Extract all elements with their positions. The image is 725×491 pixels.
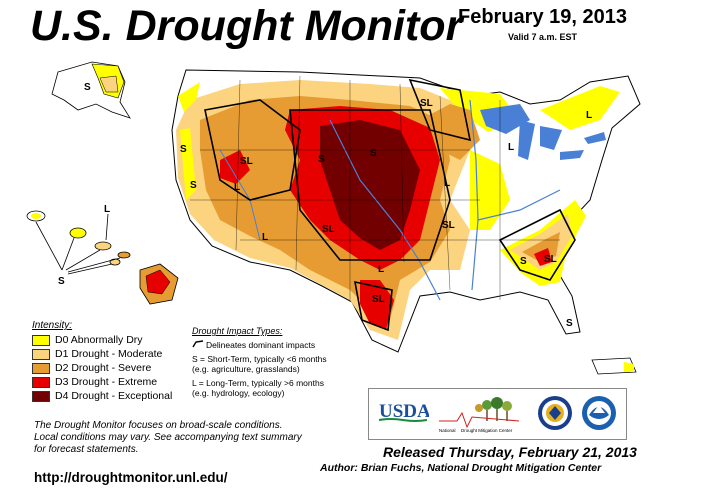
map-label-sl: SL bbox=[544, 254, 557, 265]
note-line-1: The Drought Monitor focuses on broad-sca… bbox=[34, 420, 283, 431]
map-label-s: S bbox=[520, 256, 527, 267]
impact-long-term-1: L = Long-Term, typically >6 months bbox=[192, 378, 324, 388]
legend-label: D2 Drought - Severe bbox=[55, 362, 152, 374]
impact-short-term-2: (e.g. agriculture, grasslands) bbox=[192, 364, 300, 374]
note-line-2: Local conditions may vary. See accompany… bbox=[34, 432, 302, 443]
legend-swatch bbox=[32, 362, 50, 374]
legend-item: D2 Drought - Severe bbox=[32, 361, 192, 375]
map-label-l: L bbox=[104, 204, 110, 215]
impact-short-term-1: S = Short-Term, typically <6 months bbox=[192, 354, 327, 364]
impact-delineates: Delineates dominant impacts bbox=[206, 340, 316, 350]
map-label-s: S bbox=[180, 144, 187, 155]
map-label-s: S bbox=[566, 318, 573, 329]
legend-label: D3 Drought - Extreme bbox=[55, 376, 158, 388]
legend-swatch bbox=[32, 376, 50, 388]
map-label-s: S bbox=[84, 82, 91, 93]
map-label-s: S bbox=[370, 148, 377, 159]
legend-item: D3 Drought - Extreme bbox=[32, 375, 192, 389]
usda-logo: USDA bbox=[378, 399, 431, 423]
legend-label: D0 Abnormally Dry bbox=[55, 334, 143, 346]
ndmc-text-2: Drought Mitigation Center bbox=[461, 428, 513, 433]
noaa-seal-icon bbox=[581, 395, 617, 431]
legend-label: D4 Drought - Exceptional bbox=[55, 390, 173, 402]
map-label-l: L bbox=[508, 142, 514, 153]
impact-title: Drought Impact Types: bbox=[192, 326, 283, 336]
ndmc-text-1: National bbox=[439, 428, 456, 433]
map-date: February 19, 2013 bbox=[458, 6, 627, 28]
legend-swatch bbox=[32, 390, 50, 402]
usda-logo-text: USDA bbox=[379, 401, 429, 422]
map-label-l: L bbox=[262, 232, 268, 243]
website-link[interactable]: http://droughtmonitor.unl.edu/ bbox=[34, 470, 228, 485]
disclaimer-note: The Drought Monitor focuses on broad-sca… bbox=[34, 420, 369, 456]
map-label-sl: SL bbox=[240, 156, 253, 167]
map-label-s: S bbox=[318, 154, 325, 165]
commerce-seal-icon bbox=[537, 395, 573, 431]
map-label-sl: SL bbox=[372, 294, 385, 305]
legend-swatch bbox=[32, 348, 50, 360]
map-label-l: L bbox=[444, 178, 450, 189]
agency-logos: USDA National Drought Mitigation Center bbox=[368, 388, 627, 440]
map-label-sl: SL bbox=[322, 224, 335, 235]
legend-swatch bbox=[32, 334, 50, 346]
conus-map: S SL L S S S SL L SL SL L L SL SL S S L … bbox=[171, 69, 641, 375]
map-label-sl: SL bbox=[420, 98, 433, 109]
impact-legend: Drought Impact Types: Delineates dominan… bbox=[192, 326, 367, 402]
legend-label: D1 Drought - Moderate bbox=[55, 348, 163, 360]
legend-item: D4 Drought - Exceptional bbox=[32, 389, 192, 403]
valid-time: Valid 7 a.m. EST bbox=[508, 32, 578, 42]
impact-long-term-2: (e.g. hydrology, ecology) bbox=[192, 388, 285, 398]
legend-title: Intensity: bbox=[32, 320, 73, 331]
ndmc-logo: National Drought Mitigation Center bbox=[437, 395, 521, 435]
map-label-l: L bbox=[234, 182, 240, 193]
map-title: U.S. Drought Monitor bbox=[30, 2, 463, 50]
map-label-l: L bbox=[586, 110, 592, 121]
note-line-3: for forecast statements. bbox=[34, 444, 139, 455]
map-label-sl: SL bbox=[442, 220, 455, 231]
release-date: Released Thursday, February 21, 2013 bbox=[383, 444, 637, 460]
map-label-s: S bbox=[58, 276, 65, 287]
map-label-s: S bbox=[190, 180, 197, 191]
boundary-line-icon bbox=[192, 340, 206, 350]
legend-item: D1 Drought - Moderate bbox=[32, 347, 192, 361]
alaska-map: S bbox=[51, 61, 131, 119]
map-label-l: L bbox=[378, 264, 384, 275]
legend: Intensity: D0 Abnormally Dry D1 Drought -… bbox=[32, 320, 192, 403]
legend-item: D0 Abnormally Dry bbox=[32, 333, 192, 347]
author-credit: Author: Brian Fuchs, National Drought Mi… bbox=[320, 462, 602, 474]
hawaii-map: S L bbox=[26, 204, 179, 305]
